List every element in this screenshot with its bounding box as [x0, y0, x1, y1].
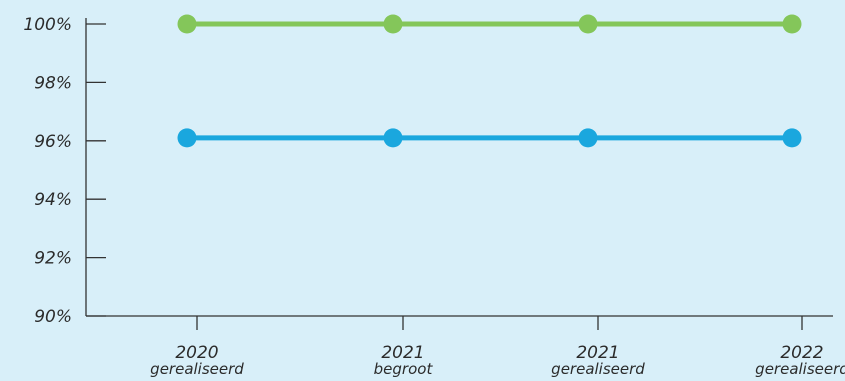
y-tick-label: 90%: [34, 307, 72, 327]
x-category-label: 2020 gerealiseerd: [150, 343, 244, 378]
y-axis: 90% 92% 94% 96% 98% 100%: [23, 15, 106, 327]
x-category-year: 2020: [175, 343, 218, 363]
y-tick-label: 96%: [34, 132, 72, 152]
data-point: [578, 128, 598, 148]
y-tick-label: 94%: [34, 190, 72, 210]
x-category-year: 2021: [381, 343, 424, 363]
data-point: [177, 14, 197, 34]
data-point: [782, 14, 802, 34]
y-tick-label: 92%: [34, 249, 72, 269]
series-layer: [177, 14, 802, 148]
x-category-year: 2021: [576, 343, 619, 363]
x-category-label: 2022 gerealiseerd: [755, 343, 845, 378]
data-point: [383, 128, 403, 148]
data-point: [782, 128, 802, 148]
data-point: [578, 14, 598, 34]
x-category-kind: gerealiseerd: [150, 360, 244, 378]
data-point: [383, 14, 403, 34]
y-tick-label: 98%: [34, 73, 72, 93]
x-category-label: 2021 gerealiseerd: [551, 343, 645, 378]
x-category-label: 2021 begroot: [374, 343, 434, 378]
x-category-kind: gerealiseerd: [755, 360, 845, 378]
y-tick-label: 100%: [23, 15, 72, 35]
x-category-kind: gerealiseerd: [551, 360, 645, 378]
x-category-kind: begroot: [374, 360, 434, 378]
x-category-year: 2022: [780, 343, 823, 363]
data-point: [177, 128, 197, 148]
